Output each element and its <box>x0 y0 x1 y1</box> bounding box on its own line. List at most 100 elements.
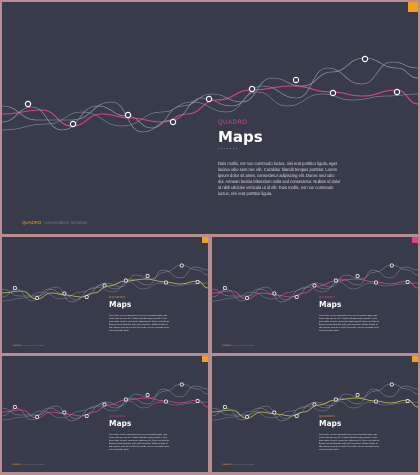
waypoint-marker <box>312 283 317 288</box>
wave-line <box>2 385 208 422</box>
waypoint-marker <box>405 399 410 403</box>
waypoint-marker <box>84 295 89 299</box>
waypoint-marker <box>24 100 32 108</box>
waypoint-marker <box>248 85 256 93</box>
waypoint-marker <box>169 118 177 126</box>
waypoint-marker <box>272 291 277 296</box>
waypoint-marker <box>102 283 107 288</box>
footer-text: - presentation template <box>21 464 45 466</box>
waypoint-marker <box>245 296 250 300</box>
waypoint-marker <box>333 397 338 402</box>
wave-lines <box>2 382 208 422</box>
waypoint-marker <box>389 263 394 268</box>
waypoint-marker <box>361 55 369 63</box>
slide-title: Maps <box>109 419 132 428</box>
wave-line <box>212 264 418 302</box>
waypoint-marker <box>179 382 184 387</box>
waypoint-marker <box>145 393 150 397</box>
waypoint-marker <box>145 274 150 278</box>
waypoint-marker <box>222 405 227 409</box>
waypoint-marker <box>195 280 200 284</box>
wave-line <box>212 385 418 422</box>
waypoint-marker <box>84 414 89 418</box>
waypoint-marker <box>389 382 394 387</box>
waypoint-marker <box>205 95 213 103</box>
waypoint-marker <box>222 286 227 290</box>
waypoint-marker <box>62 291 67 296</box>
waypoint-marker <box>393 88 401 96</box>
thumbnail-slide-2[interactable]: QUADRO Maps Duis mollis, est non commodo… <box>212 237 418 353</box>
footer-brand: QUADRO <box>12 345 22 347</box>
waypoint-marker <box>195 399 200 403</box>
waypoint-marker <box>312 402 317 407</box>
slide-eyebrow: QUADRO <box>109 295 126 299</box>
corner-marker <box>408 2 418 12</box>
slide-title: Maps <box>109 300 132 309</box>
main-slide[interactable]: QUADRO Maps ....... Duis mollis, est non… <box>2 2 418 234</box>
wave-line <box>212 400 418 421</box>
wave-lines <box>212 263 418 303</box>
waypoint-marker <box>123 278 128 283</box>
slide-body-text: Duis mollis, est non commodo luctus, nis… <box>319 434 380 451</box>
footer-brand: QUADRO <box>22 220 42 225</box>
corner-marker <box>412 237 418 243</box>
waypoint-marker <box>12 286 17 290</box>
waypoint-marker <box>373 280 378 285</box>
waypoint-marker <box>69 120 77 128</box>
slide-body-text: Duis mollis, est non commodo luctus, nis… <box>109 315 170 332</box>
corner-marker <box>202 356 208 362</box>
waypoint-marker <box>163 399 168 404</box>
footer-brand: QUADRO <box>222 464 232 466</box>
waypoint-marker <box>373 399 378 404</box>
wave-line <box>2 266 208 303</box>
slide-eyebrow: QUADRO <box>319 414 336 418</box>
footer-brand: QUADRO <box>222 345 232 347</box>
wave-line <box>212 383 418 421</box>
slide-body-text: Duis mollis, est non commodo luctus, nis… <box>109 434 170 451</box>
waypoint-marker <box>12 405 17 409</box>
footer-text: - presentation template <box>231 464 255 466</box>
wave-line <box>2 61 418 133</box>
wave-line <box>2 264 208 302</box>
waypoint-marker <box>245 415 250 419</box>
wave-line <box>212 281 418 302</box>
waypoint-marker <box>179 263 184 268</box>
corner-marker <box>412 356 418 362</box>
wave-lines <box>2 55 418 133</box>
thumbnail-slide-4[interactable]: QUADRO Maps Duis mollis, est non commodo… <box>212 356 418 472</box>
waypoint-marker <box>272 410 277 415</box>
waypoint-marker <box>123 397 128 402</box>
slide-footer: QUADRO - presentation template <box>222 345 255 347</box>
title-divider: ....... <box>218 144 239 151</box>
slide-body-text: Duis mollis, est non commodo luctus, nis… <box>319 315 380 332</box>
waypoint-marker <box>355 274 360 278</box>
slide-eyebrow: QUADRO <box>319 295 336 299</box>
waypoint-marker <box>35 415 40 419</box>
slide-footer: QUADRO - presentation template <box>12 464 45 466</box>
slide-body-text: Duis mollis, est non commodo luctus, nis… <box>218 161 341 196</box>
waypoint-marker <box>294 414 299 418</box>
corner-marker <box>202 237 208 243</box>
thumbnail-slide-1[interactable]: QUADRO Maps Duis mollis, est non commodo… <box>2 237 208 353</box>
footer-text: - presentation template <box>231 345 255 347</box>
thumbnail-slide-3[interactable]: QUADRO Maps Duis mollis, est non commodo… <box>2 356 208 472</box>
waypoint-marker <box>163 280 168 285</box>
wave-line <box>2 400 208 421</box>
waypoint-marker <box>329 89 337 97</box>
slide-title: Maps <box>218 128 263 146</box>
waypoint-marker <box>124 111 132 119</box>
footer-text: - presentation template <box>41 220 88 225</box>
waypoint-marker <box>355 393 360 397</box>
wave-lines <box>212 382 418 422</box>
slide-footer: QUADRO - presentation template <box>222 464 255 466</box>
wave-lines <box>2 263 208 303</box>
slide-title: Maps <box>319 300 342 309</box>
wave-line <box>2 383 208 421</box>
footer-text: - presentation template <box>21 345 45 347</box>
waypoint-marker <box>292 76 300 84</box>
slide-eyebrow: QUADRO <box>218 120 248 126</box>
waypoint-marker <box>405 280 410 284</box>
slide-footer: QUADRO - presentation template <box>22 220 87 225</box>
waypoint-marker <box>35 296 40 300</box>
slide-footer: QUADRO - presentation template <box>12 345 45 347</box>
